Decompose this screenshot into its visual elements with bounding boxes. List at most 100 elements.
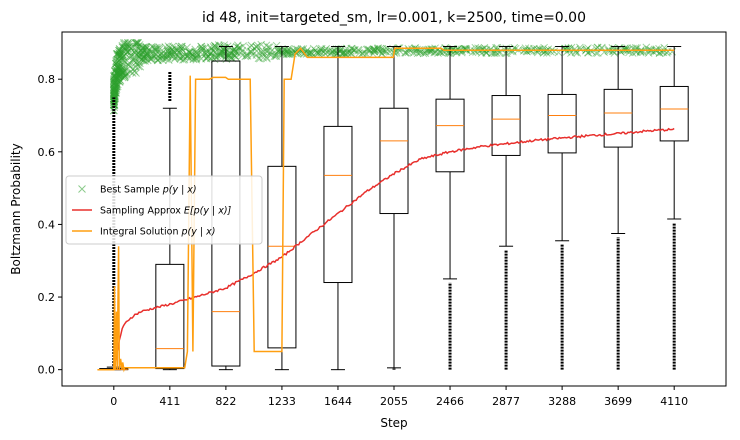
best-sample-marker [115, 70, 123, 78]
best-sample-marker [159, 56, 167, 65]
best-sample-marker [132, 57, 141, 66]
best-sample-marker [189, 55, 198, 63]
best-sample-marker [121, 39, 130, 47]
best-sample-marker [434, 49, 442, 57]
best-sample-marker [317, 48, 325, 57]
best-sample-marker [112, 89, 120, 97]
best-sample-marker [369, 45, 378, 53]
best-sample-marker [247, 47, 255, 56]
best-sample-marker [139, 53, 147, 61]
best-sample-marker [155, 54, 164, 63]
best-sample-marker [116, 76, 125, 85]
best-sample-marker [415, 45, 424, 54]
best-sample-marker [411, 45, 420, 54]
best-sample-marker [138, 50, 147, 59]
best-sample-marker [119, 64, 127, 72]
best-sample-marker [243, 51, 252, 60]
best-sample-marker [138, 44, 147, 52]
best-sample-marker [133, 60, 141, 68]
best-sample-marker [109, 87, 118, 95]
best-sample-marker [111, 65, 120, 74]
best-sample-marker [185, 47, 193, 56]
best-sample-marker [117, 67, 126, 75]
best-sample-marker [220, 49, 229, 58]
best-sample-marker [348, 44, 356, 53]
best-sample-marker [109, 80, 118, 89]
best-sample-marker [186, 52, 195, 61]
best-sample-marker [345, 48, 353, 57]
best-sample-marker [421, 49, 430, 57]
best-sample-marker [139, 43, 148, 52]
best-sample-marker [126, 51, 134, 60]
best-sample-marker [175, 48, 184, 57]
best-sample-marker [124, 39, 132, 47]
best-sample-marker [169, 50, 177, 59]
best-sample-marker [475, 47, 484, 55]
best-sample-marker [138, 55, 147, 64]
best-sample-marker [178, 46, 187, 55]
best-sample-marker [449, 45, 457, 54]
best-sample-marker [198, 50, 207, 59]
best-sample-marker [540, 47, 549, 56]
best-sample-marker [535, 45, 544, 53]
best-sample-marker [315, 48, 324, 56]
best-sample-marker [362, 49, 371, 58]
best-sample-marker [110, 101, 119, 110]
best-sample-marker [461, 44, 470, 53]
best-sample-marker [252, 43, 261, 51]
best-sample-marker [644, 45, 653, 54]
best-sample-marker [112, 84, 120, 93]
best-sample-marker [451, 47, 460, 55]
best-sample-marker [323, 48, 331, 57]
best-sample-marker [305, 48, 314, 57]
best-sample-marker [123, 60, 132, 69]
best-sample-marker [143, 48, 151, 57]
best-sample-marker [197, 42, 206, 51]
best-sample-marker [161, 43, 170, 51]
best-sample-marker [238, 46, 247, 55]
best-sample-marker [507, 47, 515, 56]
best-sample-marker [152, 50, 161, 58]
best-sample-marker [192, 52, 201, 61]
axes: 0 411 822 1233 1644 2055 2466 2877 3288 3699 4110 0… [38, 73, 689, 408]
best-sample-marker [113, 63, 122, 72]
best-sample-marker [123, 47, 132, 56]
best-sample-marker [192, 54, 201, 63]
best-sample-marker [379, 46, 388, 54]
best-sample-marker [201, 50, 210, 59]
best-sample-marker [220, 43, 229, 52]
best-sample-marker [354, 45, 363, 54]
sampling-approx-line [113, 127, 675, 369]
best-sample-marker [376, 44, 385, 53]
best-sample-marker [216, 51, 225, 59]
best-sample-marker [124, 39, 132, 47]
best-sample-marker [425, 46, 434, 54]
best-sample-marker [316, 45, 325, 54]
best-sample-marker [197, 54, 206, 63]
best-sample-marker [136, 59, 144, 68]
best-sample-marker [176, 55, 185, 63]
best-sample-marker [129, 64, 138, 73]
best-sample-marker [460, 44, 469, 53]
x-axis-label: Step [380, 416, 407, 430]
best-sample-marker [111, 71, 119, 80]
best-sample-marker [636, 47, 645, 56]
best-sample-marker [214, 41, 223, 49]
best-sample-marker [408, 45, 416, 53]
best-sample-marker [165, 43, 174, 52]
best-sample-marker [164, 56, 173, 64]
best-sample-marker [118, 41, 127, 50]
best-sample-marker [112, 82, 121, 90]
best-sample-marker [338, 50, 347, 58]
best-sample-marker [185, 48, 194, 57]
best-sample-marker [155, 43, 164, 52]
best-sample-marker [121, 46, 130, 55]
best-sample-marker [320, 48, 328, 56]
best-sample-marker [247, 49, 256, 57]
best-sample-marker [169, 52, 177, 61]
best-sample-marker [267, 50, 276, 59]
best-sample-marker [120, 39, 128, 47]
best-sample-marker [138, 48, 147, 57]
best-sample-marker [236, 43, 245, 52]
best-sample-marker [115, 45, 124, 53]
